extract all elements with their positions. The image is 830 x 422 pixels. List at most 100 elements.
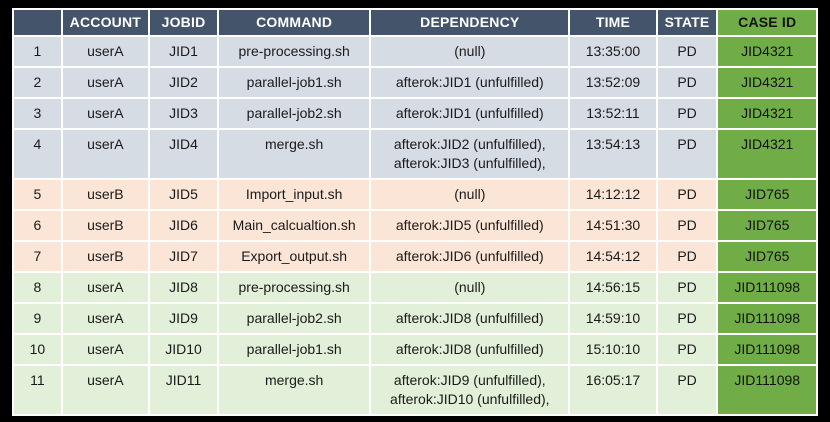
- row-number-cell: 2: [14, 68, 61, 97]
- column-header-case_id: CASE ID: [718, 10, 816, 35]
- case-id-cell: JID4321: [718, 68, 816, 97]
- column-header-account: ACCOUNT: [62, 10, 148, 35]
- time-cell: 16:05:17: [570, 366, 656, 414]
- jobid-cell: JID7: [150, 242, 218, 271]
- row-number-cell: 6: [14, 211, 61, 240]
- account-cell: userA: [62, 68, 148, 97]
- header-row: ACCOUNT JOBID COMMAND DEPENDENCY TIME STATE CA…: [14, 10, 816, 35]
- row-number-cell: 8: [14, 273, 61, 302]
- state-cell: PD: [657, 273, 717, 302]
- dependency-cell: afterok:JID9 (unfulfilled), afterok:JID10…: [371, 366, 569, 414]
- command-cell: parallel-job2.sh: [219, 304, 370, 333]
- command-cell: pre-processing.sh: [219, 273, 370, 302]
- time-cell: 13:52:11: [570, 99, 656, 128]
- state-cell: PD: [657, 242, 717, 271]
- dependency-cell: afterok:JID1 (unfulfilled): [371, 68, 569, 97]
- table-row: 5 userB JID5 Import_input.sh (null) 14:12:12 P…: [14, 180, 816, 209]
- state-cell: PD: [657, 99, 717, 128]
- dependency-line: afterok:JID10 (unfulfilled),: [390, 391, 550, 407]
- row-number-cell: 9: [14, 304, 61, 333]
- case-id-cell: JID111098: [718, 304, 816, 333]
- jobid-cell: JID6: [150, 211, 218, 240]
- command-cell: Main_calcualtion.sh: [219, 211, 370, 240]
- time-cell: 14:51:30: [570, 211, 656, 240]
- job-table-body: 1 userA JID1 pre-processing.sh (null) 13:35:0…: [14, 37, 816, 414]
- row-number-cell: 11: [14, 366, 61, 414]
- row-number-cell: 7: [14, 242, 61, 271]
- dependency-line: afterok:JID9 (unfulfilled),: [393, 372, 546, 388]
- state-cell: PD: [657, 211, 717, 240]
- account-cell: userA: [62, 130, 148, 178]
- dependency-cell: afterok:JID8 (unfulfilled): [371, 304, 569, 333]
- account-cell: userB: [62, 180, 148, 209]
- command-cell: Import_input.sh: [219, 180, 370, 209]
- account-cell: userA: [62, 37, 148, 66]
- dependency-line: afterok:JID3 (unfulfilled),: [393, 155, 546, 171]
- column-header-state: STATE: [657, 10, 717, 35]
- state-cell: PD: [657, 335, 717, 364]
- table-row: 8 userA JID8 pre-processing.sh (null) 14:56:1…: [14, 273, 816, 302]
- column-header-dependency: DEPENDENCY: [371, 10, 569, 35]
- jobid-cell: JID4: [150, 130, 218, 178]
- time-cell: 14:54:12: [570, 242, 656, 271]
- account-cell: userB: [62, 211, 148, 240]
- dependency-cell: afterok:JID1 (unfulfilled): [371, 99, 569, 128]
- jobid-cell: JID10: [150, 335, 218, 364]
- column-header-time: TIME: [570, 10, 656, 35]
- time-cell: 14:56:15: [570, 273, 656, 302]
- table-row: 7 userB JID7 Export_output.sh afterok:JID6 (…: [14, 242, 816, 271]
- table-row: 6 userB JID6 Main_calcualtion.sh afterok:JID…: [14, 211, 816, 240]
- account-cell: userA: [62, 99, 148, 128]
- time-cell: 13:35:00: [570, 37, 656, 66]
- dependency-cell: afterok:JID2 (unfulfilled), afterok:JID3 …: [371, 130, 569, 178]
- table-row: 10 userA JID10 parallel-job1.sh afterok:JID8…: [14, 335, 816, 364]
- state-cell: PD: [657, 130, 717, 178]
- command-cell: merge.sh: [219, 130, 370, 178]
- column-header-jobid: JOBID: [150, 10, 218, 35]
- command-cell: parallel-job2.sh: [219, 99, 370, 128]
- row-number-cell: 10: [14, 335, 61, 364]
- state-cell: PD: [657, 304, 717, 333]
- account-cell: userA: [62, 273, 148, 302]
- dependency-line: afterok:JID6 (unfulfilled): [395, 248, 544, 264]
- dependency-cell: (null): [371, 37, 569, 66]
- column-header-rownum: [14, 10, 61, 35]
- table-row: 11 userA JID11 merge.sh afterok:JID9 (unfulf…: [14, 366, 816, 414]
- command-cell: parallel-job1.sh: [219, 335, 370, 364]
- dependency-line: (null): [454, 186, 486, 202]
- time-cell: 14:12:12: [570, 180, 656, 209]
- dependency-line: afterok:JID1 (unfulfilled): [395, 105, 544, 121]
- time-cell: 13:52:09: [570, 68, 656, 97]
- account-cell: userA: [62, 304, 148, 333]
- time-cell: 14:59:10: [570, 304, 656, 333]
- case-id-cell: JID765: [718, 211, 816, 240]
- case-id-cell: JID4321: [718, 130, 816, 178]
- jobid-cell: JID9: [150, 304, 218, 333]
- dependency-cell: afterok:JID6 (unfulfilled): [371, 242, 569, 271]
- case-id-cell: JID111098: [718, 335, 816, 364]
- jobid-cell: JID3: [150, 99, 218, 128]
- account-cell: userB: [62, 242, 148, 271]
- jobid-cell: JID1: [150, 37, 218, 66]
- row-number-cell: 5: [14, 180, 61, 209]
- dependency-line: (null): [454, 43, 486, 59]
- table-row: 4 userA JID4 merge.sh afterok:JID2 (unfulfil…: [14, 130, 816, 178]
- jobid-cell: JID8: [150, 273, 218, 302]
- account-cell: userA: [62, 366, 148, 414]
- case-id-cell: JID4321: [718, 37, 816, 66]
- time-cell: 13:54:13: [570, 130, 656, 178]
- case-id-cell: JID765: [718, 180, 816, 209]
- command-cell: Export_output.sh: [219, 242, 370, 271]
- jobid-cell: JID11: [150, 366, 218, 414]
- dependency-line: afterok:JID8 (unfulfilled): [395, 341, 544, 357]
- table-row: 9 userA JID9 parallel-job2.sh afterok:JID8 (…: [14, 304, 816, 333]
- state-cell: PD: [657, 366, 717, 414]
- dependency-cell: afterok:JID8 (unfulfilled): [371, 335, 569, 364]
- case-id-cell: JID111098: [718, 273, 816, 302]
- case-id-cell: JID4321: [718, 99, 816, 128]
- dependency-line: afterok:JID5 (unfulfilled): [395, 217, 544, 233]
- row-number-cell: 3: [14, 99, 61, 128]
- case-id-cell: JID111098: [718, 366, 816, 414]
- row-number-cell: 1: [14, 37, 61, 66]
